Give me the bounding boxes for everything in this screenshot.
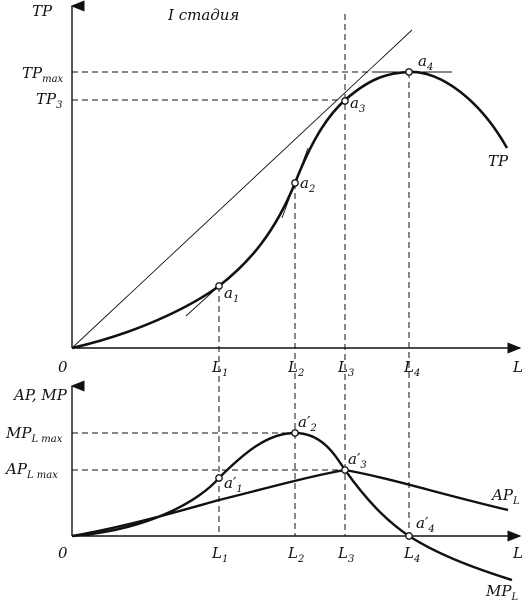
bottom-x-axis-label: L [512,544,523,562]
bottom-l3-label: L3 [337,544,354,565]
tp3-tick-label: TP3 [36,90,62,111]
point-a1-prime [215,474,223,482]
tp-curve [71,70,509,350]
origin-ray [71,29,413,349]
point-a4 [405,68,413,76]
top-l1-label: L1 [211,358,228,379]
label-a4: a4 [418,52,433,73]
top-x-axis-label: L [512,358,523,376]
label-a2-prime: a′2 [298,413,317,434]
top-y-axis-label: TP [32,2,53,20]
ap-curve-label: APL [490,486,520,507]
bottom-l2-label: L2 [287,544,304,565]
point-a2-prime [291,429,299,437]
point-a2 [291,179,299,187]
mp-curve-label: MPL [485,582,518,603]
bottom-y-axis-label: AP, MP [12,386,68,404]
ap-max-tick-label: APL max [4,460,58,481]
top-l3-label: L3 [337,358,354,379]
label-a2: a2 [300,174,315,195]
mp-max-tick-label: MPL max [5,424,63,445]
ap-curve [71,468,509,538]
top-l4-label: L4 [403,358,420,379]
label-a1-prime: a′1 [224,474,243,495]
label-a3: a3 [350,94,365,115]
tp-curve-label: TP [488,152,509,170]
label-a1: a1 [224,284,239,305]
bottom-l4-label: L4 [403,544,420,565]
top-origin-label: 0 [58,358,68,376]
bottom-origin-label: 0 [58,544,68,562]
tp-max-tick-label: TPmax [22,64,64,85]
point-a3-prime [341,466,349,474]
point-a4-prime [405,532,413,540]
label-a4-prime: a′4 [416,514,435,535]
mp-curve [71,431,513,582]
stage-one-label: I стадия [167,6,239,24]
top-l2-label: L2 [287,358,304,379]
bottom-l1-label: L1 [211,544,228,565]
point-a1 [215,282,223,290]
label-a3-prime: a′3 [348,450,367,471]
point-a3 [341,97,349,105]
